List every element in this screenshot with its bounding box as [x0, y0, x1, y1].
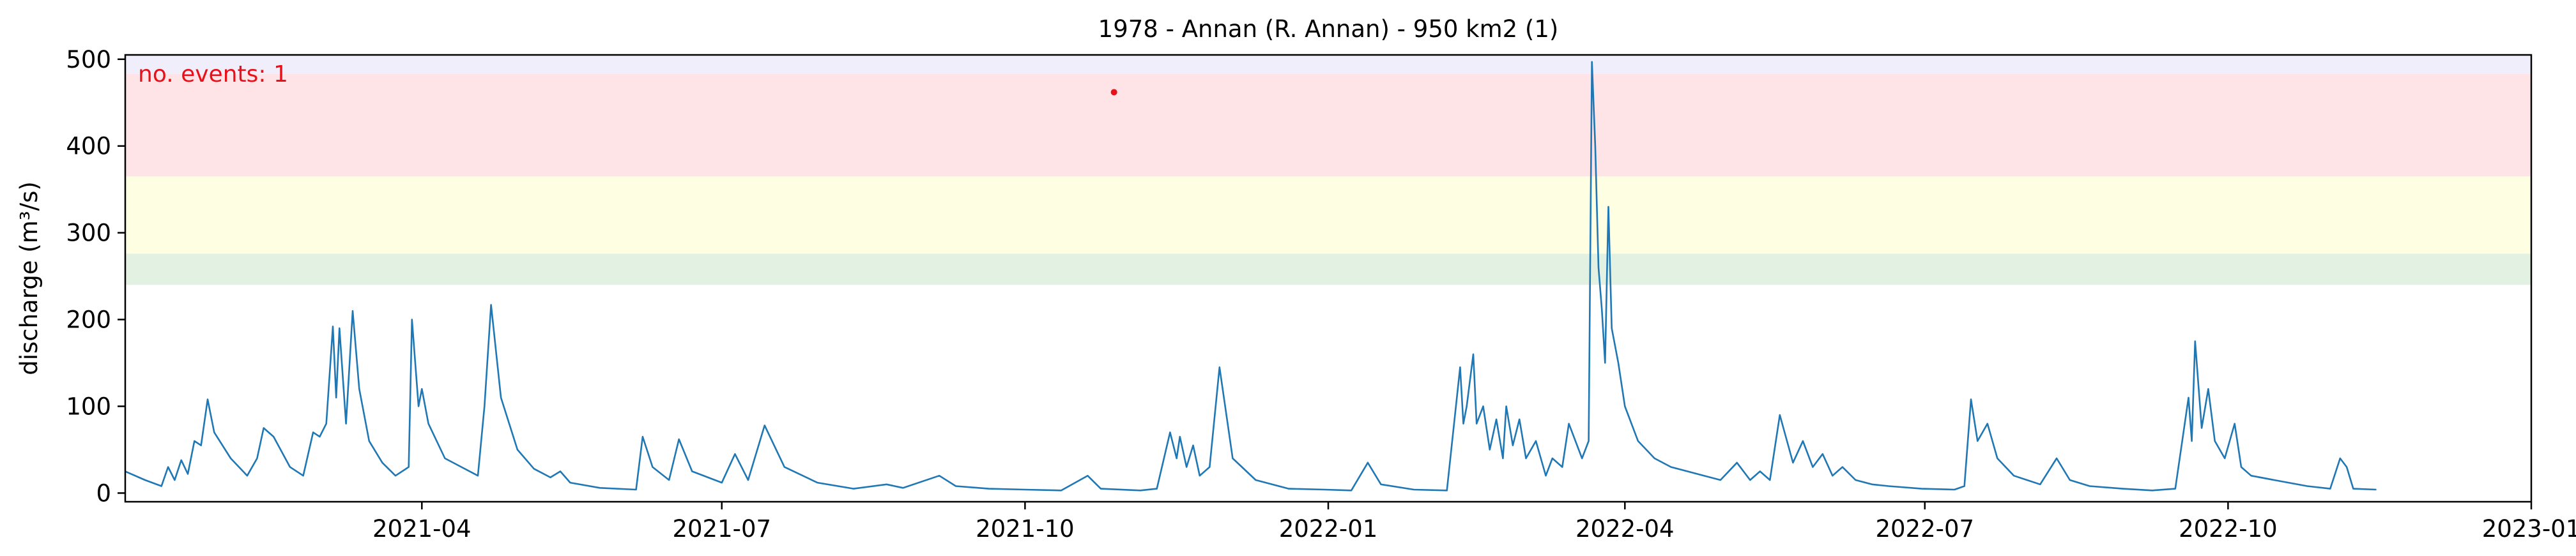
y-tick-label: 200 — [66, 306, 111, 334]
x-tick-label: 2021-04 — [372, 515, 471, 543]
y-tick-label: 400 — [66, 133, 111, 160]
x-tick-label: 2023-01 — [2482, 515, 2576, 543]
y-tick-label: 500 — [66, 46, 111, 73]
event-peak-marker — [1110, 89, 1117, 96]
threshold-band-2 — [125, 176, 2531, 254]
x-tick-label: 2022-01 — [1279, 515, 1378, 543]
y-axis-label: discharge (m³/s) — [15, 181, 43, 375]
x-tick-label: 2022-07 — [1875, 515, 1974, 543]
series-group — [125, 61, 2377, 492]
threshold-band-4 — [125, 55, 2531, 74]
x-axis-ticks: 2021-04 2021-07 2021-10 2022-01 2022-04 2022-… — [372, 502, 2576, 543]
event-count-annotation: no. events: 1 — [138, 61, 288, 87]
y-tick-label: 0 — [96, 479, 111, 507]
threshold-band-1 — [125, 253, 2531, 285]
x-tick-label: 2021-10 — [976, 515, 1075, 543]
y-tick-label: 100 — [66, 393, 111, 420]
event-marker-group — [1110, 89, 1117, 96]
x-tick-label: 2021-07 — [672, 515, 771, 543]
threshold-bands — [125, 55, 2531, 285]
threshold-band-3 — [125, 73, 2531, 177]
discharge-series-line — [125, 61, 2377, 492]
y-tick-label: 300 — [66, 220, 111, 247]
x-tick-label: 2022-04 — [1575, 515, 1675, 543]
chart-title: 1978 - Annan (R. Annan) - 950 km2 (1) — [1098, 15, 1559, 43]
y-axis-ticks: 0 100 200 300 400 500 — [66, 46, 125, 507]
x-tick-label: 2022-10 — [2179, 515, 2278, 543]
